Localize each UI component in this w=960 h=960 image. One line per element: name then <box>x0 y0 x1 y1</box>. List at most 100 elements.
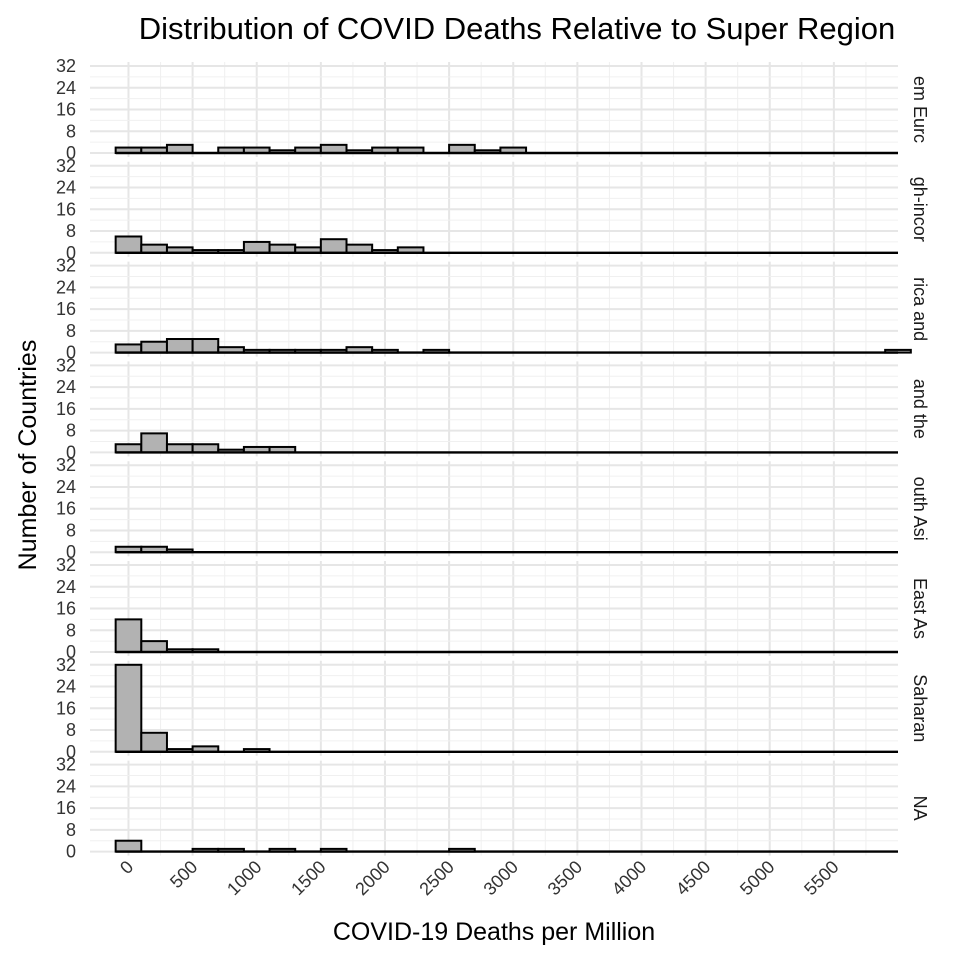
y-axis-title: Number of Countries <box>14 340 42 571</box>
y-tick-label: 32 <box>56 355 76 375</box>
histogram-bar <box>268 243 297 254</box>
facet-strip-label: outh Asi <box>910 477 930 541</box>
histogram-bar <box>242 240 271 254</box>
x-tick-label: 5500 <box>800 857 842 899</box>
y-tick-label: 8 <box>66 421 76 441</box>
x-tick-label: 4000 <box>608 857 650 899</box>
facet-strip-label: Saharan <box>910 674 930 742</box>
x-tick-label: 3000 <box>480 857 522 899</box>
histogram-bar <box>345 243 374 254</box>
y-tick-label: 24 <box>56 677 76 697</box>
x-tick-label: 1500 <box>287 857 329 899</box>
histogram-bar <box>114 663 143 753</box>
y-tick-label: 0 <box>66 842 76 862</box>
histogram-bar <box>140 340 168 354</box>
y-tick-label: 8 <box>66 720 76 740</box>
y-tick-label: 8 <box>66 321 76 341</box>
facet-strip: em Eurc <box>910 76 930 143</box>
facet-strip-label: em Eurc <box>910 76 930 143</box>
y-tick-label: 8 <box>66 520 76 540</box>
x-axis-title: COVID-19 Deaths per Million <box>333 918 655 946</box>
facet-strip: gh-incor <box>910 177 930 242</box>
y-tick-label: 16 <box>56 698 76 718</box>
histogram-bar <box>319 143 348 154</box>
facet-strip: Saharan <box>910 674 930 742</box>
x-tick-label: 2500 <box>415 857 457 899</box>
x-tick-label: 3500 <box>544 857 586 899</box>
facet-strip-label: East As <box>910 578 930 639</box>
histogram-bar <box>140 243 168 254</box>
facet-strip-label: rica and <box>910 277 930 341</box>
x-tick-label: 0 <box>116 857 137 878</box>
facet-strip-label: NA <box>910 796 930 821</box>
y-tick-label: 0 <box>66 143 76 163</box>
y-tick-label: 8 <box>66 121 76 141</box>
y-tick-label: 16 <box>56 100 76 120</box>
histogram-bar <box>319 238 348 254</box>
y-tick-label: 16 <box>56 499 76 519</box>
facet-strip-label: and the <box>910 379 930 439</box>
y-tick-label: 24 <box>56 78 76 98</box>
facet-strip: and the <box>910 379 930 439</box>
y-tick-label: 0 <box>66 542 76 562</box>
histogram-bar <box>114 618 143 653</box>
histogram-bar <box>114 235 143 254</box>
facet-strip: East As <box>910 578 930 639</box>
y-tick-label: 16 <box>56 299 76 319</box>
x-tick-label: 1000 <box>223 857 265 899</box>
y-tick-label: 24 <box>56 477 76 497</box>
histogram-bar <box>165 443 194 454</box>
x-tick-label: 5000 <box>736 857 778 899</box>
y-tick-label: 32 <box>56 655 76 675</box>
y-tick-label: 16 <box>56 798 76 818</box>
facet-strip: outh Asi <box>910 477 930 541</box>
y-tick-label: 32 <box>56 455 76 475</box>
facet-strip-label: gh-incor <box>910 177 930 242</box>
y-tick-label: 8 <box>66 820 76 840</box>
x-tick-labels: 0 500 1000 1500 2000 2500 3000 3500 4000 4500 5000… <box>116 857 843 899</box>
facet-strip: NA <box>910 796 930 821</box>
y-tick-label: 8 <box>66 221 76 241</box>
histogram-bar <box>114 443 143 454</box>
histogram-bar <box>140 432 168 454</box>
histogram-bar <box>140 640 168 653</box>
y-tick-label: 0 <box>66 442 76 462</box>
y-tick-label: 32 <box>56 755 76 775</box>
histogram-bar <box>114 839 143 853</box>
y-tick-label: 24 <box>56 377 76 397</box>
y-tick-label: 32 <box>56 256 76 276</box>
y-tick-label: 32 <box>56 555 76 575</box>
histogram-bar <box>140 731 168 753</box>
x-tick-label: 4500 <box>672 857 714 899</box>
y-tick-label: 32 <box>56 156 76 176</box>
y-tick-label: 16 <box>56 199 76 219</box>
y-tick-label: 0 <box>66 243 76 263</box>
x-tick-label: 2000 <box>351 857 393 899</box>
histogram-bar <box>165 338 194 354</box>
y-tick-label: 24 <box>56 277 76 297</box>
y-tick-label: 8 <box>66 620 76 640</box>
y-tick-label: 0 <box>66 343 76 363</box>
y-tick-label: 0 <box>66 742 76 762</box>
y-tick-label: 0 <box>66 642 76 662</box>
histogram-bar <box>191 338 220 354</box>
x-tick-label: 500 <box>166 857 201 892</box>
facet-strip: rica and <box>910 277 930 341</box>
histogram-bar <box>165 143 194 154</box>
y-tick-label: 24 <box>56 577 76 597</box>
chart-title: Distribution of COVID Deaths Relative to… <box>139 11 895 46</box>
y-tick-label: 32 <box>56 56 76 76</box>
histogram-bar <box>114 343 143 354</box>
histogram-bar <box>448 143 476 154</box>
histogram-bar <box>191 443 220 454</box>
